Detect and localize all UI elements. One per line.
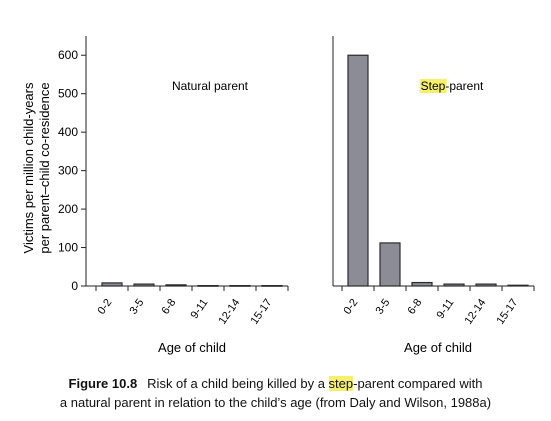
bar-9-11 — [197, 285, 219, 287]
y-axis-label: Victims per million child-years per pare… — [21, 82, 52, 254]
panel-label: Natural parent — [172, 79, 249, 93]
x-tick-label: 12-14 — [216, 297, 242, 327]
step-parent-panel: 0-2 3-5 6-8 9-11 12-14 15-17 Step-parent Age of… — [332, 36, 535, 355]
bar-12-14 — [229, 285, 251, 287]
y-tick-label: 300 — [58, 164, 78, 178]
x-tick-label: 0-2 — [96, 297, 115, 317]
y-tick-label: 400 — [58, 125, 78, 139]
y-axis-label-line2: per parent–child co-residence — [37, 82, 52, 253]
caption-text-before: Risk of a child being killed by a — [147, 376, 329, 391]
x-tick-label: 6-8 — [406, 297, 425, 317]
panel-label-rest: -parent — [445, 79, 484, 93]
x-axis-label: Age of child — [158, 340, 226, 355]
caption-highlight: step — [328, 376, 354, 391]
y-tick-label: 500 — [58, 87, 78, 101]
caption-line-1: Figure 10.8 Risk of a child being killed … — [0, 374, 551, 393]
caption-line-2: a natural parent in relation to the chil… — [59, 395, 492, 410]
panel-label-highlight: Step — [421, 79, 446, 93]
x-axis-label: Age of child — [404, 340, 472, 355]
natural-parent-panel: 0 100 200 300 400 500 600 0-2 3-5 6-8 9-11 12-14 15-… — [58, 36, 289, 355]
y-axis-label-line1: Victims per million child-years — [21, 82, 36, 253]
y-tick-label: 100 — [58, 241, 78, 255]
figure-number: Figure 10.8 — [68, 376, 138, 391]
x-tick-label: 15-17 — [248, 297, 274, 327]
panel-label-highlight-bg — [419, 79, 447, 93]
bar-3-5 — [133, 283, 155, 287]
bar-0-2 — [347, 54, 369, 287]
x-tick-label: 3-5 — [374, 297, 393, 317]
x-tick-label: 12-14 — [462, 297, 488, 327]
x-tick-label: 15-17 — [494, 297, 520, 327]
bar-15-17 — [507, 284, 529, 287]
x-tick-label: 6-8 — [160, 297, 179, 317]
bar-9-11 — [443, 283, 465, 287]
x-tick-label: 3-5 — [128, 297, 147, 317]
caption-text-after: -parent compared with — [353, 376, 483, 391]
x-tick-label: 9-11 — [434, 297, 456, 321]
bar-6-8 — [165, 284, 187, 287]
x-tick-label: 0-2 — [342, 297, 361, 317]
bar-0-2 — [101, 282, 123, 287]
bar-15-17 — [261, 285, 283, 287]
bar-6-8 — [411, 281, 433, 287]
y-tick-label: 0 — [71, 279, 78, 293]
y-tick-label: 600 — [58, 48, 78, 62]
bar-3-5 — [379, 242, 401, 287]
panel-label: Step-parent — [421, 79, 484, 93]
y-tick-label: 200 — [58, 202, 78, 216]
figure-caption: Figure 10.8 Risk of a child being killed … — [0, 374, 551, 412]
x-tick-label: 9-11 — [188, 297, 210, 321]
bar-12-14 — [475, 283, 497, 287]
